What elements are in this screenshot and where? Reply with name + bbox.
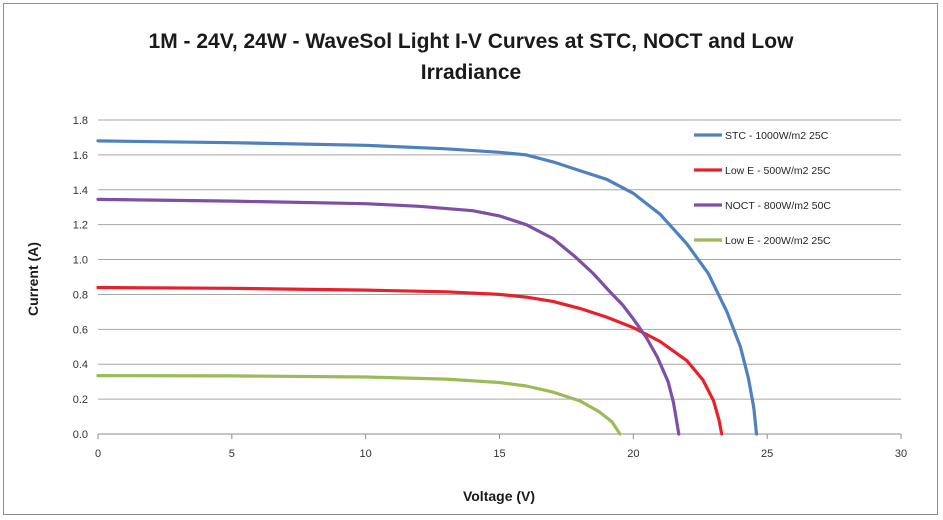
y-tick-label: 1.4 (73, 185, 88, 197)
y-tick-label: 1.2 (73, 220, 88, 232)
x-tick-label: 15 (493, 448, 505, 460)
legend: STC - 1000W/m2 25C Low E - 500W/m2 25C NOC… (694, 130, 831, 247)
y-tick-label: 1.6 (73, 150, 88, 162)
y-tick-label: 0.0 (73, 429, 88, 441)
series-line-2 (96, 285, 724, 436)
chart-title-line-1: 1M - 24V, 24W - WaveSol Light I-V Curves… (149, 30, 795, 53)
y-tick-label: 0.2 (73, 394, 88, 406)
tick-layer: 0.0 0.2 0.4 0.6 0.8 1.0 1.2 1.4 1.6 1.8 0 5 10 15 20 25… (73, 115, 907, 460)
chart-area: 1M - 24V, 24W - WaveSol Light I-V Curves… (3, 3, 938, 515)
x-tick-label: 10 (360, 448, 372, 460)
y-tick-label: 0.4 (73, 359, 88, 371)
y-axis-title: Current (A) (25, 242, 41, 316)
y-tick-label: 1.0 (73, 255, 88, 267)
chart-svg: 1M - 24V, 24W - WaveSol Light I-V Curves… (25, 30, 907, 504)
x-tick-label: 30 (895, 448, 907, 460)
legend-label-3: NOCT - 800W/m2 50C (725, 200, 831, 212)
y-tick-label: 0.8 (73, 289, 88, 301)
legend-label-1: STC - 1000W/m2 25C (725, 130, 829, 142)
chart-title-line-2: Irradiance (421, 61, 521, 84)
x-tick-label: 0 (95, 448, 101, 460)
x-tick-label: 20 (627, 448, 639, 460)
x-axis-title: Voltage (V) (463, 488, 535, 504)
y-tick-label: 0.6 (73, 324, 88, 336)
series-line-1 (96, 139, 759, 436)
series-line-3 (96, 197, 681, 436)
series-line-4 (96, 374, 622, 436)
grid-layer (97, 119, 902, 439)
x-tick-label: 5 (229, 448, 235, 460)
legend-label-2: Low E - 500W/m2 25C (725, 165, 831, 177)
x-tick-label: 25 (761, 448, 773, 460)
y-tick-label: 1.8 (73, 115, 88, 127)
series-layer (96, 139, 759, 436)
legend-label-4: Low E - 200W/m2 25C (725, 235, 831, 247)
